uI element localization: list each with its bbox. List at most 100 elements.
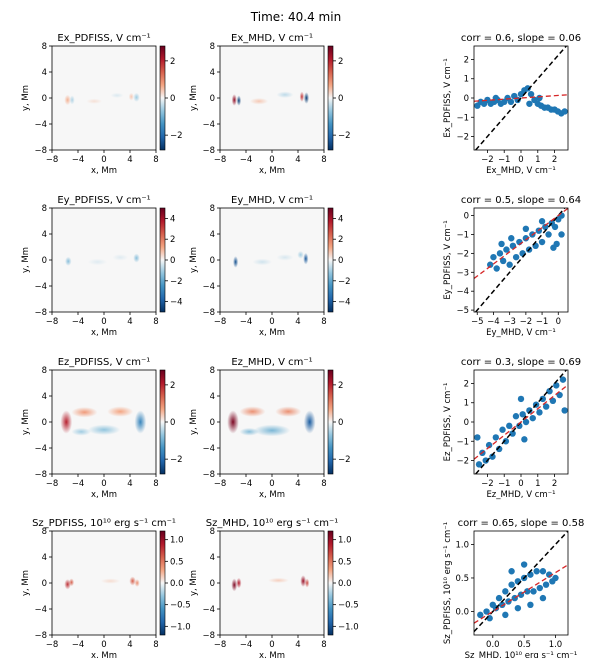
scatter-point	[492, 434, 500, 441]
y-tick-label: 0	[210, 418, 215, 428]
heatmap-feature	[100, 578, 121, 584]
heatmap-features	[64, 92, 140, 106]
scatter-point	[559, 376, 567, 383]
colorbar-tick-label: 0	[170, 418, 175, 428]
x-axis-label: x, Mm	[91, 328, 117, 338]
x-tick-label: −2	[520, 317, 533, 327]
x-tick-label: −4	[240, 479, 253, 489]
scatter-point	[527, 601, 534, 609]
y-tick-label: 0	[210, 256, 215, 266]
heatmap-features	[231, 575, 310, 592]
y-tick-label: 8	[210, 366, 215, 376]
heatmap-feature	[236, 577, 242, 589]
scatter-point	[522, 418, 530, 426]
heatmap-feature	[133, 253, 140, 263]
scatter-point	[489, 453, 496, 460]
x-tick-label: 0	[269, 479, 274, 489]
heatmap-features	[231, 91, 310, 106]
plot-frame	[473, 530, 569, 636]
scatter-point	[539, 594, 547, 602]
heatmap-feature	[253, 424, 291, 437]
heatmap-feature	[87, 424, 121, 435]
scatter-point	[509, 430, 516, 437]
x-tick-label: −4	[240, 317, 253, 327]
x-tick-label: 0	[518, 155, 523, 165]
y-tick-label: 4	[210, 392, 215, 402]
heatmap-feature	[128, 92, 134, 101]
scatter-point	[527, 571, 534, 578]
figure-suptitle: Time: 40.4 min	[250, 10, 341, 24]
scatter-point	[533, 568, 540, 575]
scatter-point	[524, 85, 531, 92]
scatter-point	[538, 238, 546, 246]
plot-frame	[473, 207, 569, 313]
x-tick-label: 1	[535, 155, 540, 165]
y-axis-label: y, Mm	[189, 409, 199, 435]
scatter-panel: corr = 0.3, slope = 0.69−2 −1 0 1 2−2−1012Ez…	[443, 357, 581, 500]
panel-title: corr = 0.5, slope = 0.64	[461, 195, 581, 206]
x-tick-label: −8	[46, 640, 59, 650]
heatmap-feature	[303, 252, 309, 265]
y-axis-label: Sz_PDFISS, 10¹⁰ erg s⁻¹ cm⁻¹	[443, 522, 453, 644]
x-tick-label: 4	[295, 317, 300, 327]
heatmap-features	[65, 253, 140, 266]
panels: Ex_PDFISS, V cm⁻¹ −8 −8 −4 −4 0 0 4 4 8 8 x, Mm y, M…	[21, 33, 584, 658]
scatter-point	[499, 257, 507, 265]
colorbar-tick-label: 0.0	[338, 579, 352, 589]
heatmap-features	[64, 576, 140, 590]
scatter-point	[475, 461, 483, 468]
panel-title: corr = 0.65, slope = 0.58	[458, 518, 585, 529]
panel-title: Ey_MHD, V cm⁻¹	[231, 195, 313, 206]
y-axis-label: Ex_PDFISS, V cm⁻¹	[443, 58, 453, 137]
y-tick-label: −4	[34, 282, 47, 292]
colorbar-tick-label: −2	[338, 131, 351, 141]
scatter-point	[498, 240, 505, 248]
y-axis-label: y, Mm	[21, 85, 31, 111]
y-tick-label: −2	[456, 457, 469, 467]
scatter-points	[474, 46, 568, 150]
y-tick-label: 2	[464, 55, 469, 65]
y-tick-label: 8	[42, 366, 47, 376]
colorbar-tick-label: 4	[170, 214, 175, 224]
y-tick-label: 0	[42, 256, 47, 266]
y-tick-label: −3	[456, 268, 469, 278]
y-tick-label: −2	[456, 133, 469, 143]
panel-title: Ez_MHD, V cm⁻¹	[231, 357, 312, 368]
x-tick-label: −1	[536, 317, 549, 327]
panel-title: Ex_MHD, V cm⁻¹	[231, 33, 313, 44]
panel-title: Sz_PDFISS, 10¹⁰ erg s⁻¹ cm⁻¹	[32, 518, 176, 529]
x-tick-label: 4	[127, 640, 132, 650]
x-tick-label: −5	[471, 317, 484, 327]
heatmap-feature	[299, 91, 305, 102]
colorbar	[327, 369, 334, 475]
y-tick-label: −5	[456, 306, 469, 316]
scatter-point	[477, 611, 484, 619]
x-axis-label: x, Mm	[259, 166, 285, 176]
scatter-point	[536, 584, 543, 592]
heatmap-feature	[276, 254, 294, 261]
heatmap-feature	[65, 256, 72, 266]
scatter-point	[514, 604, 522, 612]
colorbar-tick-label: 1.0	[170, 536, 184, 546]
heatmap-feature	[297, 250, 304, 259]
x-tick-label: −2	[481, 479, 494, 489]
scatter-point	[545, 231, 552, 238]
heatmap-feature	[231, 94, 237, 106]
x-tick-label: −8	[46, 155, 59, 165]
x-tick-label: −1	[498, 479, 511, 489]
y-tick-label: −2	[456, 249, 469, 259]
heatmap-feature	[71, 427, 91, 436]
scatter-point	[561, 407, 568, 414]
scatter-point	[502, 438, 510, 445]
heatmap-panel: Ey_MHD, V cm⁻¹ −8−8 −4 −4 0 0 4 4 8 8 x, Mm y, Mm 4 2…	[189, 195, 351, 338]
colorbar-tick-label: 0	[338, 94, 343, 104]
x-tick-label: −2	[481, 155, 494, 165]
heatmap-panel: Ez_MHD, V cm⁻¹ −8−8 −4 −4 0 0 4 4 8 8 x, Mm y, Mm 2 0…	[189, 357, 351, 500]
scatter-point	[539, 395, 547, 403]
y-tick-label: 4	[210, 230, 215, 240]
heatmap-panel: Sz_PDFISS, 10¹⁰ erg s⁻¹ cm⁻¹ −8−8 −4 −4 0 0 4 4…	[21, 518, 191, 658]
scatter-point	[506, 261, 513, 268]
heatmap-feature	[239, 427, 259, 436]
scatter-point	[490, 253, 497, 261]
y-tick-label: 4	[42, 230, 47, 240]
